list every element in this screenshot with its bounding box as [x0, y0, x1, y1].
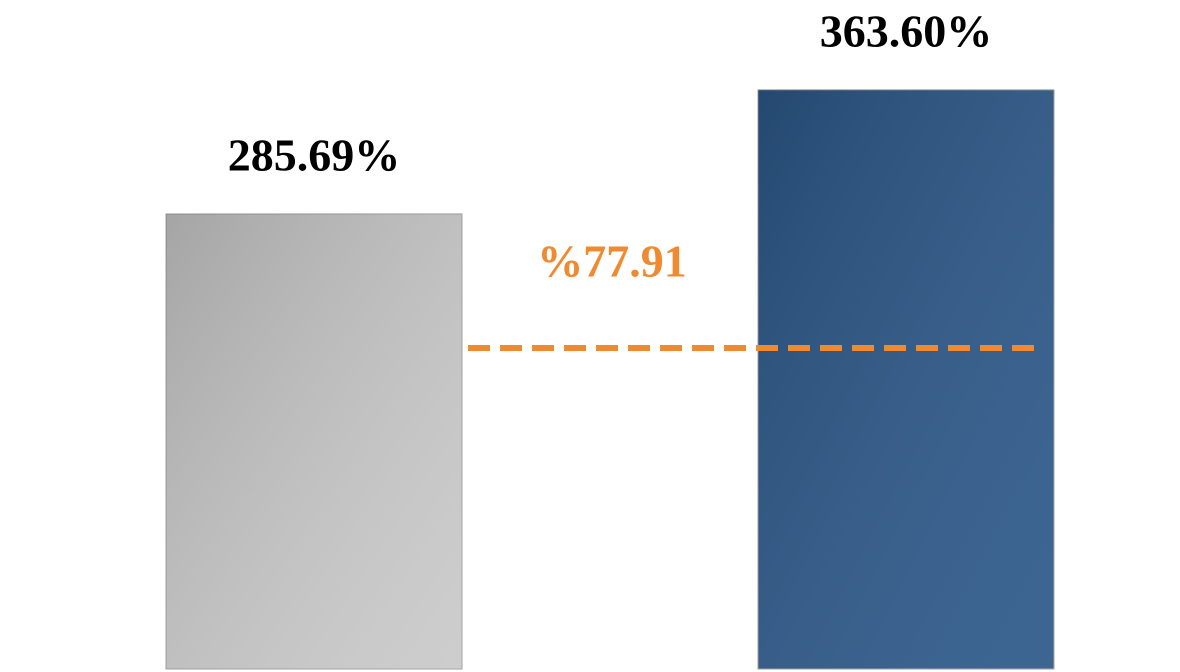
value-label: 285.69% — [228, 129, 401, 180]
value-label: 363.60% — [820, 5, 993, 56]
bar — [165, 213, 463, 670]
bar — [757, 89, 1055, 670]
difference-label: %77.91 — [537, 236, 687, 287]
